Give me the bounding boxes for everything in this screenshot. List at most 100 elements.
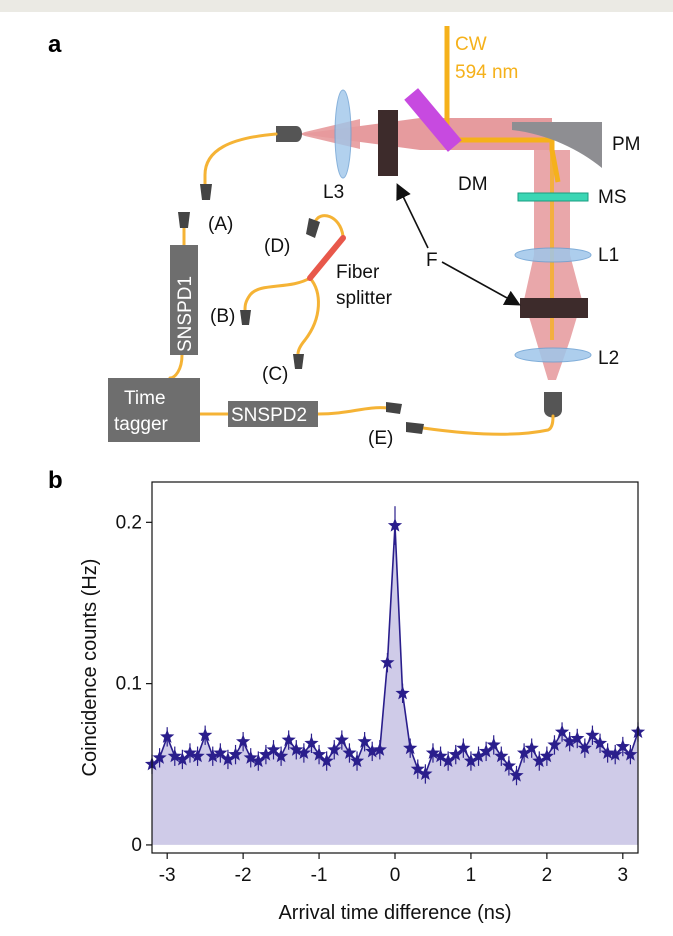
y-tick-label: 0.1: [116, 674, 142, 695]
collimator-top: [276, 126, 302, 142]
data-point-star: [327, 742, 342, 756]
data-point-star: [433, 748, 448, 763]
snspd1-label: SNSPD1: [175, 276, 196, 352]
data-point-star: [418, 766, 433, 781]
x-axis-label: Arrival time difference (ns): [278, 902, 511, 924]
data-point-star: [592, 735, 608, 750]
data-point-star: [258, 747, 274, 761]
plot-area: -3 -2 -1 0 1 2 3 0 0.1 0.2: [116, 481, 646, 886]
data-point-star: [380, 655, 395, 669]
data-point-star: [577, 740, 592, 755]
data-point-star: [486, 737, 501, 751]
connector-d-icon: [306, 218, 320, 238]
data-point-star: [524, 740, 539, 755]
f-label: F: [426, 250, 438, 271]
data-point-star: [463, 753, 479, 768]
dichroic-mirror: [404, 88, 462, 152]
data-point-star: [570, 730, 585, 745]
fiber-splitter-label-1: Fiber: [336, 262, 380, 283]
data-point-star: [608, 747, 623, 761]
d-label: (D): [264, 236, 290, 257]
fiber-splitter-d: [313, 214, 345, 238]
data-point-star: [319, 753, 334, 768]
snspd2-label: SNSPD2: [231, 405, 307, 426]
fiber-splitter-label-2: splitter: [336, 288, 393, 309]
connector-snspd1-icon: [178, 212, 190, 228]
l2-label: L2: [598, 348, 619, 369]
data-point-star: [395, 685, 410, 700]
y-tick-label: 0.2: [116, 512, 142, 533]
data-point-star: [213, 745, 228, 760]
lens-l2: [514, 347, 592, 363]
coincidence-chart: b -3 -2 -1 0 1 2 3 0 0.1 0.2 Arrival time differe…: [48, 467, 646, 924]
data-point-star: [509, 768, 524, 782]
fiber-splitter-b: [243, 276, 312, 312]
setup-schematic: a CW 594 nm PM DM L3 MS L1 L2 F: [48, 26, 641, 449]
panel-a-label: a: [48, 31, 62, 58]
filter-bottom: [520, 298, 588, 318]
l1-label: L1: [598, 245, 619, 266]
data-point-star: [304, 735, 319, 750]
fiber-connectors: [178, 184, 424, 434]
data-point-star: [167, 748, 182, 763]
ms-label: MS: [598, 187, 627, 208]
data-point-star: [615, 739, 630, 753]
dm-label: DM: [458, 174, 488, 195]
fiber-splitter: [307, 235, 346, 281]
f-arrow-bottom: [441, 261, 521, 306]
data-point-star: [365, 743, 380, 758]
c-label: (C): [262, 364, 288, 385]
pm-label: PM: [612, 134, 641, 155]
snspd1-box: [170, 245, 198, 355]
parabolic-mirror: [512, 122, 602, 168]
data-point-star: [456, 740, 471, 755]
data-point-star: [471, 748, 486, 763]
e-label: (E): [368, 428, 393, 449]
fiber-e-to-collimator: [421, 414, 555, 436]
data-point-star: [289, 742, 304, 756]
lens-l3: [334, 89, 352, 179]
data-point-star: [448, 747, 463, 761]
data-point-star: [410, 761, 425, 776]
data-point-star: [160, 729, 175, 743]
y-axis-label: Coincidence counts (Hz): [79, 559, 101, 777]
data-point-star: [349, 753, 365, 768]
cw-label: CW: [455, 34, 487, 55]
wavelength-label: 594 nm: [455, 62, 518, 83]
data-point-star: [228, 747, 243, 761]
data-point-star: [266, 742, 281, 756]
data-point-star: [357, 734, 372, 748]
data-point-star: [251, 753, 266, 768]
data-point-star: [311, 747, 327, 761]
connector-e-icon: [406, 422, 424, 434]
filter-top: [378, 110, 398, 176]
x-tick-label: -1: [311, 865, 328, 886]
data-point-star: [182, 745, 198, 760]
data-point-star: [235, 734, 251, 748]
collimator-bottom: [544, 392, 562, 418]
data-point-star: [441, 753, 456, 768]
data-point-star: [600, 745, 615, 760]
fiber-splitter-c: [296, 276, 320, 356]
time-tagger-box: [108, 378, 200, 442]
connector-snspd2-out-icon: [386, 402, 402, 414]
sample-ms: [517, 192, 589, 202]
lens-l1: [514, 247, 592, 263]
data-point-star: [190, 748, 205, 763]
data-point-star: [403, 740, 418, 755]
l3-label: L3: [323, 182, 344, 203]
data-point-star: [198, 727, 213, 742]
data-point-star: [372, 742, 387, 756]
data-point-star: [562, 734, 577, 748]
data-point-star: [547, 737, 562, 751]
data-point-star: [532, 753, 547, 768]
x-tick-label: 0: [390, 865, 401, 886]
fiber-snspd2-out: [316, 406, 390, 416]
data-point-star: [342, 745, 357, 760]
data-point-star: [623, 747, 638, 761]
panel-b-label: b: [48, 467, 63, 494]
f-arrow-top: [396, 183, 429, 249]
data-point-star: [296, 745, 312, 760]
data-point-star: [501, 758, 517, 772]
snspd2-box: [228, 401, 318, 427]
